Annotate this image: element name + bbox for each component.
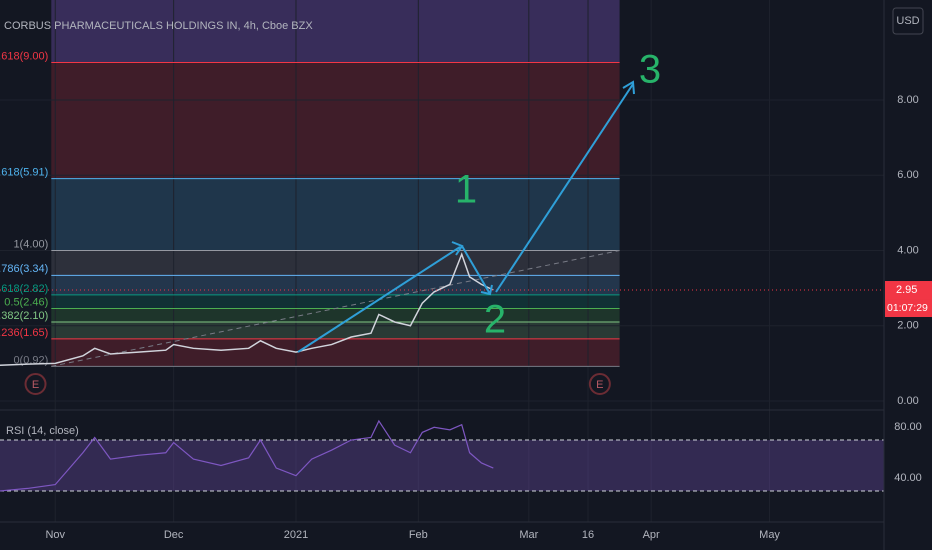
fib-label: 2.618(9.00) xyxy=(0,50,48,62)
rsi-label: RSI (14, close) xyxy=(6,425,79,437)
fib-top-zone xyxy=(51,0,620,63)
earnings-label: E xyxy=(596,379,603,391)
fib-label: 0.786(3.34) xyxy=(0,263,48,275)
x-tick-label: May xyxy=(759,529,780,541)
price-line xyxy=(0,252,494,366)
y-tick-label: 6.00 xyxy=(897,169,918,181)
rsi-line xyxy=(0,419,494,492)
x-tick-label: Feb xyxy=(409,529,428,541)
fib-zone xyxy=(51,294,620,309)
fib-zone xyxy=(51,275,620,295)
x-tick-label: Mar xyxy=(519,529,538,541)
annotation: 2 xyxy=(484,298,506,342)
countdown-tag xyxy=(885,299,932,318)
rsi-tick-label: 80.00 xyxy=(894,421,922,433)
annotation: 1 xyxy=(455,168,477,212)
fib-label: 0.5(2.46) xyxy=(4,296,48,308)
countdown: 01:07:29 xyxy=(887,302,928,314)
arrow-head xyxy=(480,284,493,296)
arrow xyxy=(297,246,461,353)
currency: USD xyxy=(896,15,919,27)
fib-label: 0.382(2.10) xyxy=(0,310,48,322)
fib-zone xyxy=(51,321,620,339)
fib-label: 1(4.00) xyxy=(13,238,48,250)
x-tick-label: Dec xyxy=(164,529,184,541)
price-tag xyxy=(885,281,932,300)
price-tag-label: 2.95 xyxy=(896,284,917,296)
y-tick-label: 4.00 xyxy=(897,244,918,256)
fib-label: 0.236(1.65) xyxy=(0,327,48,339)
x-tick-label: Nov xyxy=(45,529,65,541)
fib-zone xyxy=(51,308,620,322)
fib-zone xyxy=(51,250,620,276)
arrow xyxy=(461,245,491,295)
trend-line xyxy=(51,250,620,367)
x-tick-label: 16 xyxy=(582,529,594,541)
earnings-label: E xyxy=(32,379,39,391)
annotation: 3 xyxy=(639,48,661,92)
arrow xyxy=(495,83,634,293)
panes: 0(0.92)0.236(1.65)0.382(2.10)0.5(2.46)0.… xyxy=(0,0,884,522)
fib-zone xyxy=(51,62,620,179)
arrow-head xyxy=(622,80,635,95)
y-tick-label: 0.00 xyxy=(897,395,918,407)
fib-zone xyxy=(51,178,620,251)
rsi-band xyxy=(0,440,884,491)
fib-label: 1.618(5.91) xyxy=(0,167,48,179)
y-tick-label: 2.00 xyxy=(897,320,918,332)
currency-box[interactable] xyxy=(892,7,924,35)
rsi-tick-label: 40.00 xyxy=(894,472,922,484)
earnings-marker xyxy=(24,373,47,395)
x-tick-label: 2021 xyxy=(284,529,308,541)
fib-label: 0.618(2.82) xyxy=(0,283,48,295)
x-tick-label: Apr xyxy=(643,529,660,541)
y-tick-label: 8.00 xyxy=(897,94,918,106)
chart-title: CORBUS PHARMACEUTICALS HOLDINGS IN, 4h, … xyxy=(4,20,313,32)
earnings-marker xyxy=(588,373,611,395)
